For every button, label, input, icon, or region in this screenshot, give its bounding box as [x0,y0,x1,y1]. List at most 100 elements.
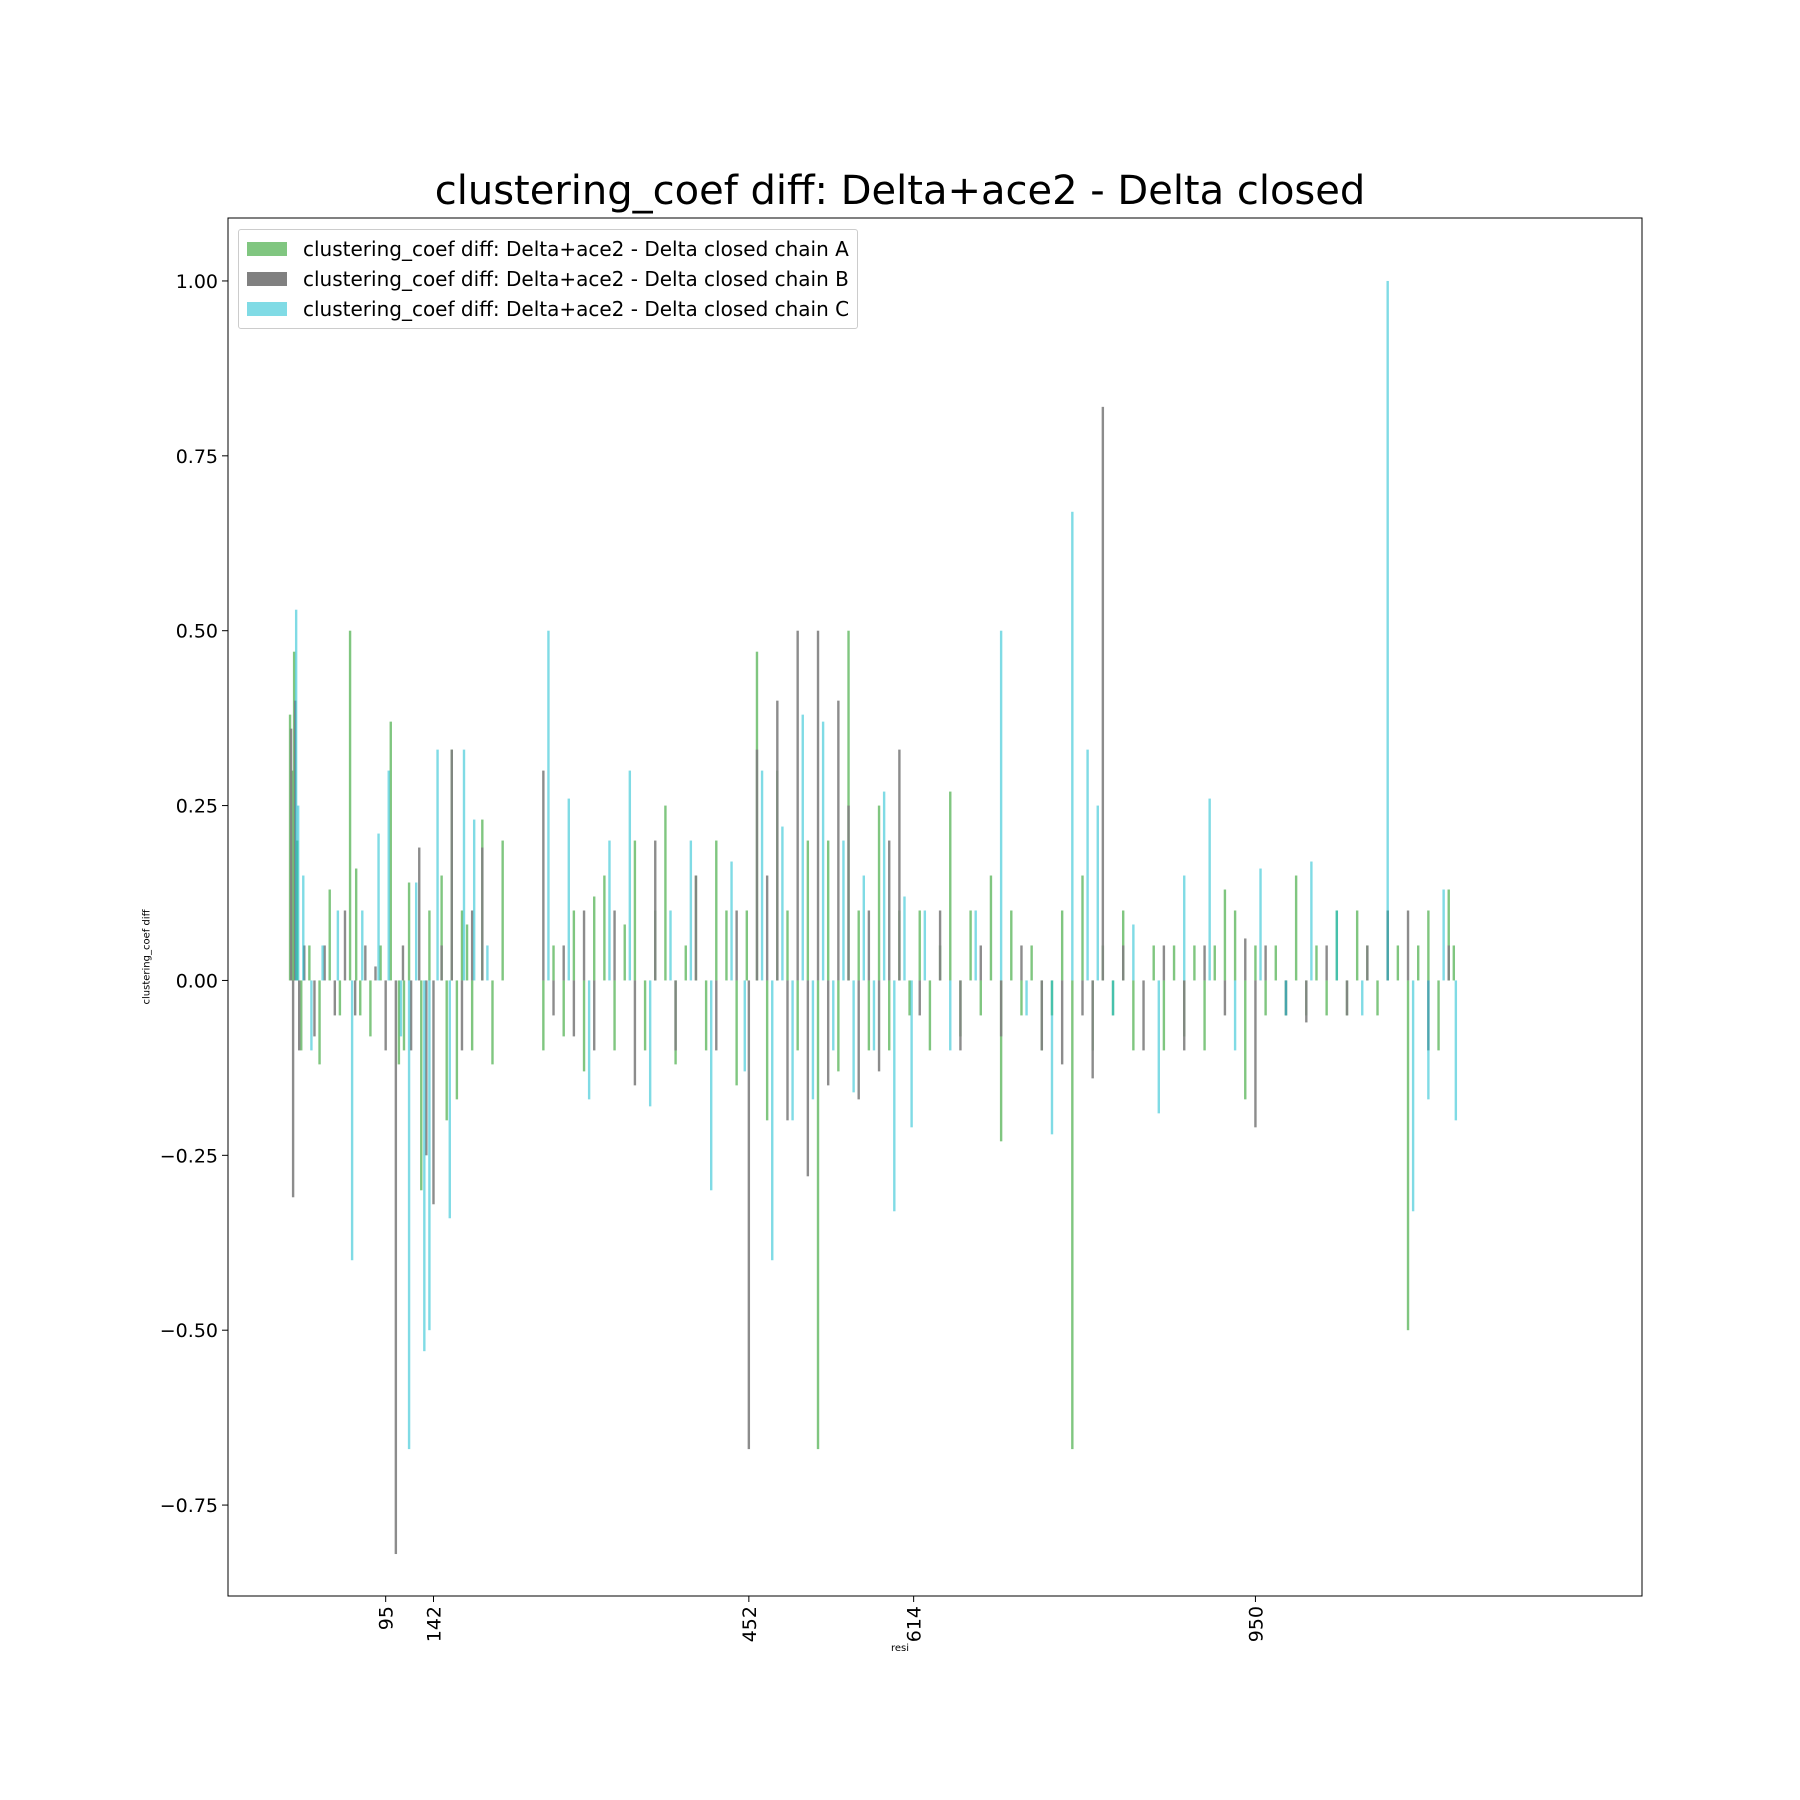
bar-chain-b [323,945,326,981]
bar-chain-a [664,805,667,981]
legend-item-chain-c: clustering_coef diff: Delta+ace2 - Delta… [247,294,849,324]
bar-chain-c [628,770,632,981]
bar-chain-b [979,945,982,981]
bar-chain-a [704,980,708,1051]
bar-chain-c [1442,889,1445,981]
legend: clustering_coef diff: Delta+ace2 - Delta… [238,229,859,329]
bar-chain-a [867,980,871,1051]
bar-chain-b [481,847,484,981]
bar-chain-a [582,980,586,1072]
bar-chain-c [1096,805,1099,981]
bar-chain-b [1162,945,1166,981]
bar-chain-b [542,770,545,981]
bar-chain-b [460,980,464,1051]
bar-chain-c [1411,980,1415,1212]
bar-chain-a [397,980,401,1065]
bar-chain-c [294,609,298,981]
bar-chain-a [338,980,342,1016]
bar-chain-a [1264,980,1267,1016]
bar-chain-a [389,721,392,981]
bar-chain-c [949,980,952,1051]
bar-chain-a [542,980,545,1051]
bar-chain-a [725,910,728,981]
bar-chain-b [1060,980,1064,1065]
bar-chain-b [582,910,586,981]
y-tick-label: −0.75 [160,1495,218,1517]
bar-chain-a [908,980,911,1016]
bar-chain-b [470,910,474,981]
bar-chain-b [786,980,789,1121]
bar-chain-b [747,980,751,1450]
bar-chain-a [1244,980,1247,1100]
bar-chain-b [374,966,377,981]
x-tick-label: 950 [1245,1606,1267,1642]
bar-chain-c [1233,980,1237,1051]
bar-chain-c [1454,980,1458,1121]
bar-chain-c [567,798,570,981]
bar-chain-a [1030,945,1033,981]
bar-chain-a [445,980,448,1121]
bar-chain-a [328,889,331,981]
bar-chain-b [1183,980,1186,1051]
bar-chain-c [1259,868,1262,981]
bar-chain-b [291,980,295,1198]
bar-chain-a [1010,910,1013,981]
legend-label-chain-a: clustering_coef diff: Delta+ace2 - Delta… [303,237,849,261]
bar-chain-a [1447,889,1450,981]
bar-chain-a [1162,980,1166,1051]
bar-chain-b [674,980,677,1051]
bar-chain-b [418,847,421,981]
bar-chain-b [353,980,357,1016]
bar-chain-b [552,980,555,1016]
y-tick-label: −0.50 [160,1320,218,1342]
bar-chain-b [715,980,718,1051]
bar-chain-a [1396,945,1400,981]
bar-chain-b [432,980,435,1205]
bar-chain-c [842,840,845,981]
bar-chain-c [321,945,324,981]
bar-chain-c [689,840,693,981]
bar-chain-c [1208,798,1211,981]
bar-chain-c [669,910,672,981]
bar-chain-a [1193,945,1196,981]
bar-chain-b [572,980,576,1037]
bar-chain-c [1335,910,1339,981]
bar-chain-c [428,980,431,1331]
bar-chain-b [394,980,398,1555]
bar-chain-b [289,728,293,981]
bar-chain-c [462,749,466,981]
bar-chain-c [1050,980,1054,1135]
y-tick-label: 0.50 [176,621,218,643]
bar-chain-b [1406,910,1410,981]
bar-chain-a [1294,875,1298,981]
bar-chain-b [450,749,453,981]
bar-chain-a [428,910,431,981]
x-tick-label: 452 [739,1606,761,1642]
bar-chain-c [910,980,913,1128]
bar-chain-b [1264,945,1267,981]
bar-chain-a [633,840,637,981]
bar-chain-b [1203,945,1206,981]
x-tick-label: 95 [376,1606,398,1630]
bar-chain-a [1223,889,1227,981]
bar-chain-b [425,980,428,1156]
bar-chain-a [318,980,321,1065]
bar-chain-a [1274,945,1277,981]
bar-chain-b [755,749,759,981]
bar-chain-a [1406,980,1410,1331]
bar-chain-a [440,875,443,981]
bar-chain-c [903,896,906,981]
bar-chain-b [694,875,698,981]
bar-chain-c [974,910,977,981]
bar-chain-c [760,770,764,981]
bar-chain-a [826,840,830,981]
bar-chain-c [893,980,896,1212]
bar-chain-a [684,945,687,981]
y-tick-label: 0.25 [176,796,218,818]
bar-chain-c [999,630,1003,981]
bar-chain-b [867,910,871,981]
bar-chain-a [928,980,932,1051]
bar-chain-c [801,714,804,981]
bar-chain-a [613,980,616,1051]
bar-chain-b [298,980,301,1051]
